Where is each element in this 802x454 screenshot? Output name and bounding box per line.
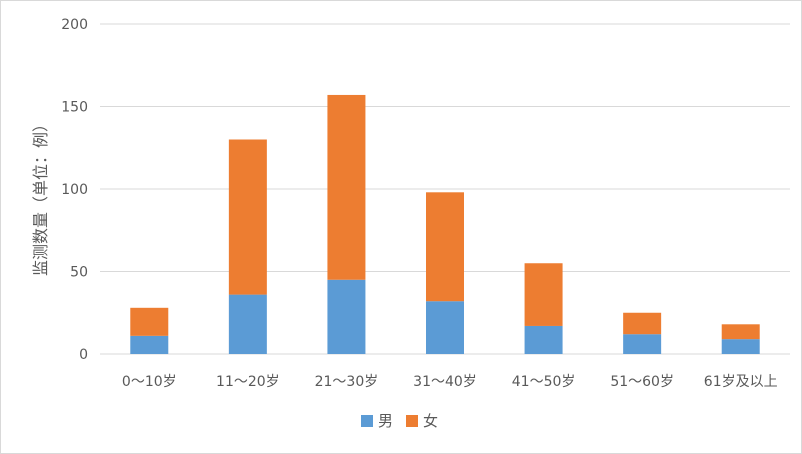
x-axis-ticks: 0～10岁 11～20岁 21～30岁 31～40岁 41～50岁 51～60岁 61岁及以… (122, 374, 778, 390)
bar-segment-male (228, 294, 267, 354)
y-tick-label: 150 (61, 100, 88, 116)
legend-label: 男 (378, 412, 393, 430)
legend-label: 女 (423, 412, 438, 430)
x-tick-label: 61岁及以上 (704, 374, 778, 390)
y-tick-label: 50 (70, 265, 88, 281)
bar-segment-female (721, 324, 760, 340)
bar-segment-male (623, 334, 662, 354)
bar-segment-male (721, 339, 760, 354)
bar-segment-female (524, 263, 563, 326)
bar-segment-male (327, 279, 366, 354)
bar-segment-male (524, 325, 563, 354)
y-axis-title: 监测数量（单位：例） (31, 116, 50, 276)
bar-segment-female (130, 307, 169, 336)
y-tick-label: 200 (61, 17, 88, 33)
legend-swatch-male (361, 415, 373, 427)
bar-segment-male (426, 301, 464, 354)
x-tick-label: 51～60岁 (610, 374, 674, 390)
bars (130, 94, 760, 354)
y-axis-ticks: 0 50 100 150 200 (61, 17, 88, 363)
legend: 男女 (361, 412, 438, 430)
bar-segment-male (130, 335, 169, 354)
y-tick-label: 0 (79, 347, 88, 363)
y-tick-label: 100 (61, 182, 88, 198)
x-tick-label: 11～20岁 (216, 374, 280, 390)
bar-segment-female (327, 94, 366, 280)
x-tick-label: 31～40岁 (413, 374, 477, 390)
bar-segment-female (426, 192, 464, 302)
x-tick-label: 21～30岁 (315, 374, 379, 390)
bar-segment-female (623, 312, 662, 335)
x-tick-label: 41～50岁 (512, 374, 576, 390)
legend-swatch-female (406, 415, 418, 427)
bar-segment-female (228, 139, 267, 295)
x-tick-label: 0～10岁 (122, 374, 177, 390)
